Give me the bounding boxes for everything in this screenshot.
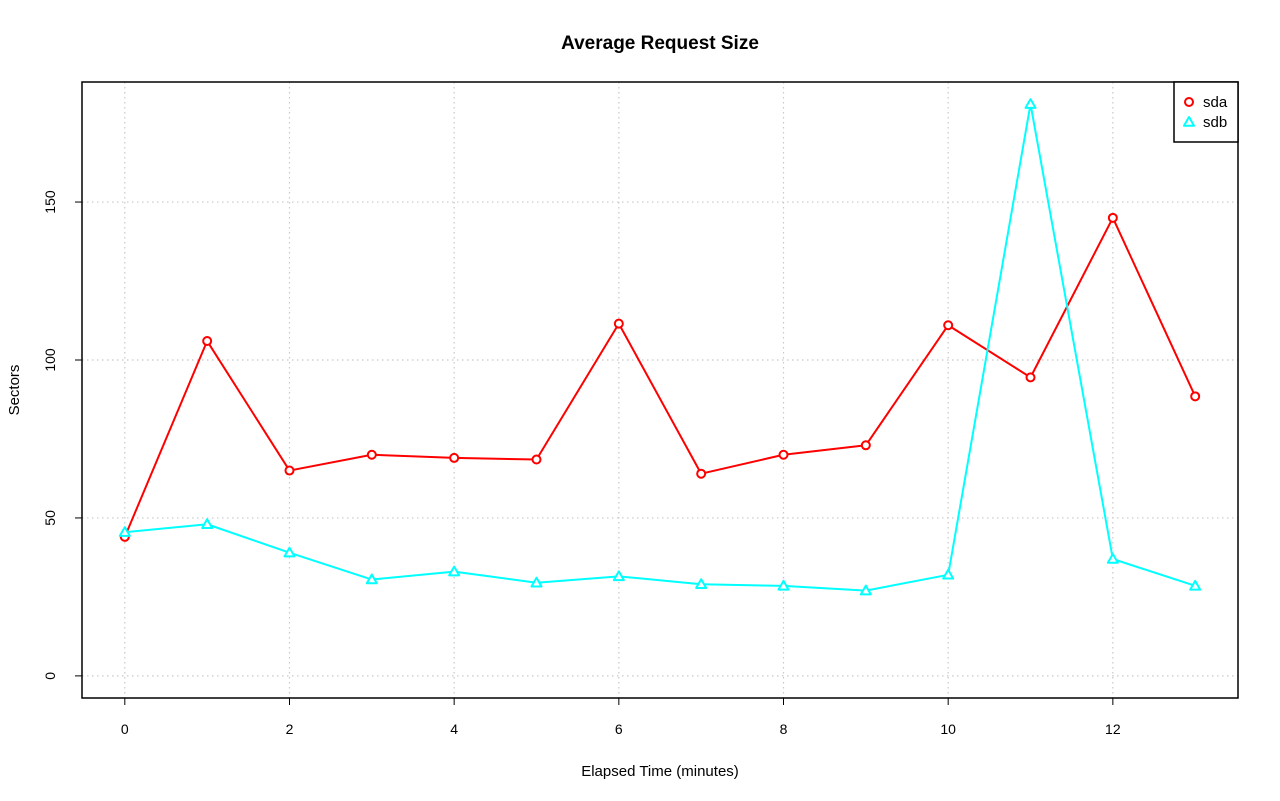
data-point-sdb <box>1024 98 1037 109</box>
x-tick-label: 8 <box>780 721 788 737</box>
legend-marker-sda <box>1184 97 1194 107</box>
series-markers-sda <box>119 212 1201 542</box>
series-line-sdb <box>124 103 1196 592</box>
data-point-sda <box>613 318 624 329</box>
x-tick-label: 0 <box>121 721 129 737</box>
series-markers-sdb <box>118 98 1202 596</box>
x-tick-label: 2 <box>286 721 294 737</box>
data-point-sdb <box>942 568 955 580</box>
legend-label-sda: sda <box>1203 94 1228 111</box>
y-tick-label: 0 <box>42 672 58 680</box>
data-point-sda <box>943 320 954 331</box>
data-point-sda <box>366 449 377 460</box>
data-point-sdb <box>612 570 625 582</box>
y-axis-label: Sectors <box>6 365 23 416</box>
data-point-sda <box>1025 372 1036 383</box>
data-point-sda <box>1107 212 1118 223</box>
chart-title: Average Request Size <box>561 33 759 54</box>
data-point-sda <box>284 465 295 476</box>
grid <box>82 82 1238 698</box>
series-sdb <box>124 103 1196 592</box>
x-tick-label: 12 <box>1105 721 1121 737</box>
data-point-sdb <box>448 565 461 577</box>
x-tick-label: 6 <box>615 721 623 737</box>
x-tick-label: 10 <box>940 721 956 737</box>
data-point-sda <box>778 449 789 460</box>
data-point-sda <box>531 454 542 465</box>
data-point-sdb <box>118 526 131 537</box>
data-point-sdb <box>859 584 872 596</box>
y-tick-label: 100 <box>42 348 58 372</box>
x-axis-label: Elapsed Time (minutes) <box>581 763 739 780</box>
data-point-sdb <box>695 578 708 590</box>
x-tick-label: 4 <box>450 721 458 737</box>
plot-series <box>118 98 1202 596</box>
data-point-sdb <box>283 546 296 558</box>
legend: sda sdb <box>1173 81 1239 143</box>
data-point-sda <box>860 440 871 451</box>
data-point-sdb <box>777 579 790 591</box>
series-line-sda <box>123 216 1197 538</box>
data-point-sda <box>1190 391 1201 402</box>
data-point-sda <box>449 452 460 463</box>
y-tick-label: 150 <box>42 190 58 214</box>
data-point-sdb <box>1106 553 1119 564</box>
series-sda <box>123 216 1197 538</box>
legend-marker-sdb <box>1183 116 1195 127</box>
data-point-sdb <box>1189 579 1202 591</box>
data-point-sdb <box>365 573 378 585</box>
data-point-sdb <box>201 518 214 530</box>
legend-box <box>1173 81 1239 143</box>
y-tick-label: 50 <box>42 510 58 526</box>
axes: 0 2 4 6 8 10 12 0 50 100 150 <box>42 190 1121 737</box>
plot-frame <box>81 81 1239 699</box>
data-point-sda <box>696 468 707 479</box>
data-point-sdb <box>530 576 543 588</box>
data-point-sda <box>202 336 213 347</box>
legend-label-sdb: sdb <box>1203 114 1227 131</box>
